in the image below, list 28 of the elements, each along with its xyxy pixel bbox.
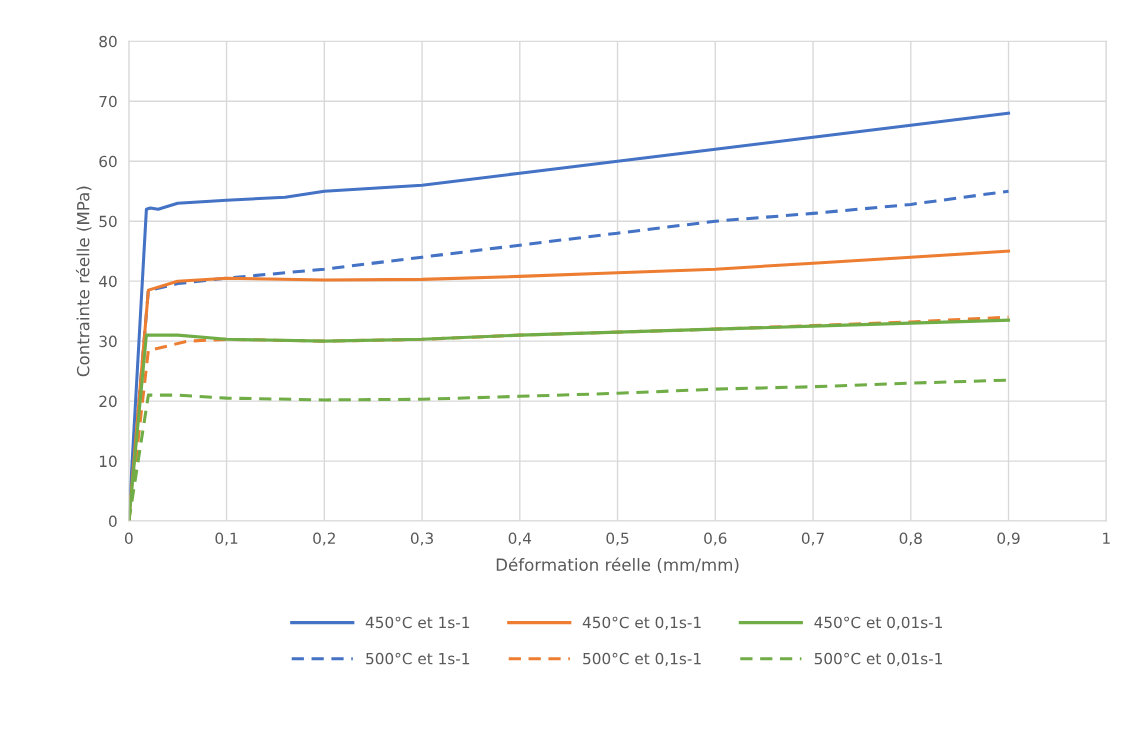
x-tick-label: 0,9 — [997, 532, 1020, 546]
legend-label: 500°C et 0,01s-1 — [814, 652, 942, 666]
x-tick-label: 0,1 — [215, 532, 238, 546]
y-tick-label: 50 — [99, 215, 117, 228]
legend-label: 500°C et 1s-1 — [366, 652, 470, 665]
x-tick-label: 0,7 — [801, 532, 824, 546]
y-tick-label: 10 — [99, 455, 117, 468]
x-tick-label: 0,4 — [508, 532, 532, 546]
legend-label: 450°C et 0,1s-1 — [582, 616, 701, 630]
x-axis-title: Déformation réelle (mm/mm) — [496, 557, 739, 573]
x-tick-label: 0,6 — [704, 532, 727, 546]
x-tick-label: 0,8 — [899, 532, 922, 546]
x-tick-label: 0,2 — [313, 532, 335, 546]
x-tick-label: 1 — [1103, 532, 1110, 544]
y-tick-label: 60 — [99, 155, 117, 168]
x-tick-label: 0,5 — [606, 532, 629, 546]
legend-label: 450°C et 0,01s-1 — [814, 616, 942, 630]
legend-label: 500°C et 0,1s-1 — [583, 652, 701, 666]
y-axis-title: Contrainte réelle (MPa) — [75, 186, 92, 377]
y-tick-label: 80 — [99, 35, 117, 48]
y-tick-label: 30 — [99, 335, 117, 348]
x-tick-label: 0,3 — [410, 532, 433, 546]
y-tick-label: 0 — [109, 515, 117, 528]
x-tick-label: 0 — [124, 532, 133, 544]
y-tick-label: 70 — [99, 95, 117, 108]
y-tick-label: 20 — [99, 395, 117, 408]
y-tick-label: 40 — [99, 275, 117, 288]
legend-label: 450°C et 1s-1 — [365, 616, 470, 629]
